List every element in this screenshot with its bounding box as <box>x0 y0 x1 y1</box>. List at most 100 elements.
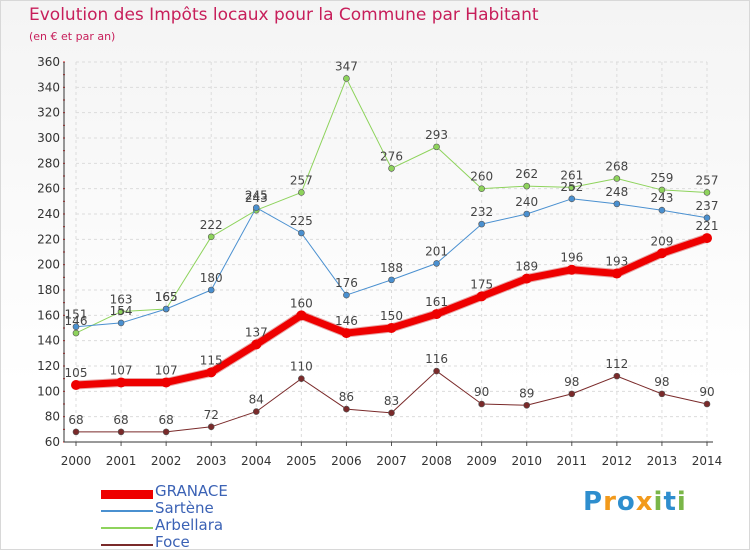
data-point-foce <box>658 390 666 398</box>
data-label-arbellara: 347 <box>335 59 358 73</box>
data-point-granace <box>431 309 442 320</box>
x-tick-label: 2012 <box>602 454 633 468</box>
data-label-granace: 107 <box>110 363 133 377</box>
data-point-arbellara <box>207 233 215 241</box>
data-label-arbellara: 293 <box>425 128 448 142</box>
data-label-sartene: 237 <box>696 199 719 213</box>
data-label-arbellara: 163 <box>110 293 133 307</box>
data-point-arbellara <box>658 186 666 194</box>
data-label-arbellara: 260 <box>470 170 493 184</box>
data-point-granace <box>476 291 487 302</box>
data-point-granace <box>71 380 81 390</box>
data-point-sartene <box>703 214 711 222</box>
y-tick-label: 220 <box>37 232 60 246</box>
y-tick-label: 200 <box>37 258 60 272</box>
data-point-foce <box>343 405 350 413</box>
data-point-sartene <box>162 305 170 313</box>
data-point-sartene <box>252 204 260 211</box>
data-point-arbellara <box>433 143 440 151</box>
data-label-granace: 221 <box>696 219 719 233</box>
data-point-granace <box>341 328 352 339</box>
data-point-sartene <box>72 323 80 331</box>
y-tick-label: 340 <box>37 80 60 94</box>
data-label-foce: 112 <box>605 357 628 371</box>
y-tick-label: 360 <box>37 55 60 69</box>
data-label-foce: 68 <box>159 413 174 427</box>
x-tick-label: 2006 <box>331 454 362 468</box>
data-point-arbellara <box>613 175 621 182</box>
legend-swatch <box>101 489 153 499</box>
data-point-sartene <box>433 260 440 267</box>
data-label-sartene: 245 <box>245 189 268 203</box>
brand-letter: P <box>583 487 604 517</box>
data-point-foce <box>523 401 531 409</box>
data-point-granace <box>116 377 127 388</box>
data-point-granace <box>161 377 172 388</box>
data-point-granace <box>386 323 397 333</box>
data-point-granace <box>656 248 667 259</box>
data-label-granace: 175 <box>470 277 493 291</box>
brand-letter: o <box>616 487 636 517</box>
data-label-foce: 84 <box>249 393 264 407</box>
data-point-foce <box>568 390 576 398</box>
data-label-foce: 83 <box>384 394 399 408</box>
data-point-arbellara <box>72 329 80 337</box>
data-point-foce <box>298 375 305 382</box>
brand-letter: x <box>635 487 654 517</box>
data-label-foce: 72 <box>204 408 219 422</box>
y-tick-label: 120 <box>37 359 60 373</box>
legend-swatch <box>101 544 153 546</box>
data-label-granace: 146 <box>335 314 358 328</box>
data-label-arbellara: 243 <box>245 191 268 205</box>
y-tick-label: 320 <box>37 106 60 120</box>
data-label-granace: 196 <box>560 251 583 265</box>
data-point-granace <box>251 339 262 350</box>
data-label-sartene: 232 <box>470 205 493 219</box>
data-label-sartene: 151 <box>65 308 88 322</box>
data-label-foce: 98 <box>654 375 669 389</box>
data-label-sartene: 165 <box>155 290 178 304</box>
legend-label: Foce <box>155 533 190 551</box>
data-label-granace: 161 <box>425 295 448 309</box>
x-tick-label: 2002 <box>151 454 182 468</box>
legend-label: Sartène <box>155 499 214 517</box>
data-label-arbellara: 268 <box>605 160 628 174</box>
data-point-foce <box>207 423 215 431</box>
data-point-foce <box>117 428 125 436</box>
y-tick-label: 260 <box>37 182 60 196</box>
x-tick-label: 2000 <box>61 454 92 468</box>
data-label-sartene: 240 <box>515 195 538 209</box>
data-point-granace <box>611 268 622 279</box>
legend-swatch <box>101 510 153 512</box>
data-point-sartene <box>658 206 666 214</box>
data-point-foce <box>252 408 260 415</box>
x-tick-label: 2013 <box>647 454 678 468</box>
chart-subtitle: (en € et par an) <box>29 30 116 43</box>
data-label-granace: 150 <box>380 309 403 323</box>
y-tick-label: 280 <box>37 156 60 170</box>
data-label-sartene: 154 <box>110 304 133 318</box>
data-point-arbellara <box>298 189 305 196</box>
brand-letter: i <box>676 487 687 517</box>
data-label-sartene: 201 <box>425 244 448 258</box>
data-point-granace <box>296 310 307 321</box>
data-label-foce: 116 <box>425 352 448 366</box>
data-point-arbellara <box>117 308 125 315</box>
data-label-arbellara: 146 <box>65 314 88 328</box>
data-label-foce: 68 <box>113 413 128 427</box>
x-tick-label: 2009 <box>466 454 497 468</box>
data-label-granace: 193 <box>605 255 628 269</box>
chart-title: Evolution des Impôts locaux pour la Comm… <box>29 5 539 25</box>
data-label-sartene: 248 <box>605 185 628 199</box>
data-label-foce: 90 <box>474 385 489 399</box>
data-label-granace: 107 <box>155 363 178 377</box>
data-point-sartene <box>478 220 485 228</box>
y-tick-label: 300 <box>37 131 60 145</box>
data-label-foce: 86 <box>339 390 354 404</box>
legend-label: Arbellara <box>155 516 224 534</box>
data-point-sartene <box>388 276 395 284</box>
y-tick-label: 60 <box>45 435 60 449</box>
data-label-sartene: 176 <box>335 276 358 290</box>
